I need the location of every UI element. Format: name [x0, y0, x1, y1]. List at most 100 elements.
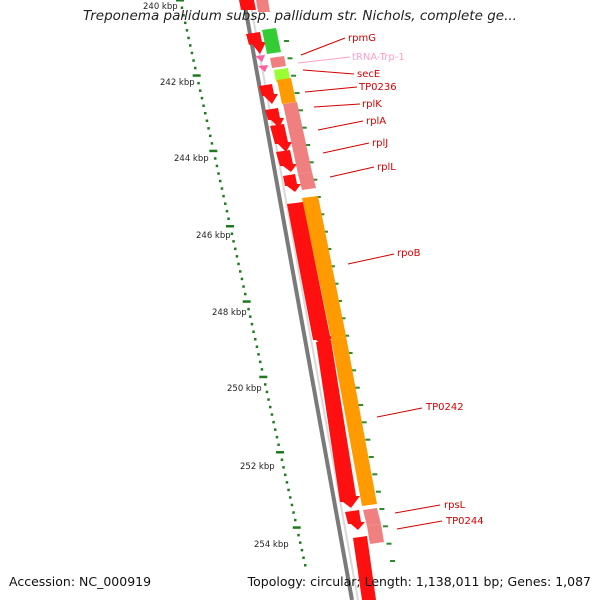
genome-backbone	[241, 0, 354, 600]
inner-ruler-tick	[312, 178, 318, 181]
ruler-minor-tick	[287, 488, 290, 492]
ruler-minor-tick	[267, 398, 270, 401]
cds-top	[239, 0, 256, 10]
inner-ruler-tick	[340, 317, 346, 320]
ruler-major-tick	[192, 74, 201, 77]
gene-label-rplK: rplK	[362, 99, 382, 110]
ruler-minor-tick	[235, 255, 239, 258]
inner-ruler-tick	[365, 438, 371, 441]
callout-rpmG	[300, 37, 346, 56]
ruler-minor-tick	[289, 496, 292, 499]
inner-ruler-ticks	[284, 40, 395, 562]
inner-ruler-tick	[375, 490, 381, 493]
ruler-minor-tick	[302, 556, 305, 559]
callout-rplA	[317, 120, 364, 131]
ruler-minor-tick	[254, 338, 257, 341]
scale-ticks	[176, 0, 307, 567]
cds-rpoB	[287, 202, 334, 346]
cds-rplL	[283, 174, 301, 192]
ruler-minor-tick	[294, 518, 297, 522]
inner-ruler-tick	[301, 126, 307, 129]
ruler-minor-tick	[217, 172, 220, 175]
ruler-major-tick	[209, 149, 218, 153]
gene-label-TP0242: TP0242	[425, 402, 464, 413]
gene-label-TP0244: TP0244	[445, 516, 484, 527]
callout-rpsL	[394, 504, 441, 514]
inner-ruler-tick	[386, 542, 392, 545]
feature-rpoB	[302, 196, 346, 338]
inner-ruler-tick	[333, 282, 339, 285]
inner-ruler-tick	[294, 92, 300, 94]
ruler-minor-tick	[249, 315, 252, 318]
ruler-minor-tick	[232, 240, 235, 243]
inner-ruler-tick	[298, 109, 304, 112]
ruler-minor-tick	[185, 29, 189, 32]
ruler-minor-tick	[187, 36, 190, 40]
ruler-minor-tick	[304, 564, 307, 567]
ruler-minor-tick	[265, 390, 269, 394]
ruler-minor-tick	[192, 59, 195, 62]
feature-rplL	[298, 172, 316, 190]
ruler-minor-tick	[180, 6, 184, 9]
ruler-minor-tick	[197, 81, 200, 85]
ruler-minor-tick	[247, 307, 250, 311]
gene-label-rplL: rplL	[377, 162, 396, 173]
inner-ruler-tick	[351, 369, 357, 372]
ruler-minor-tick	[184, 21, 187, 25]
ruler-minor-tick	[222, 194, 225, 198]
inner-ruler-tick	[305, 144, 311, 146]
ruler-minor-tick	[270, 413, 274, 416]
callout-rpoB	[347, 253, 395, 265]
inner-ruler-tick	[322, 230, 328, 233]
callout-rplK	[313, 103, 361, 108]
ruler-minor-tick	[272, 420, 275, 424]
ruler-minor-tick	[282, 466, 285, 469]
tick-label-244: 244 kbp	[174, 154, 209, 164]
tick-label-252: 252 kbp	[240, 462, 275, 472]
callout-TP0236	[304, 86, 358, 93]
inner-ruler-tick	[372, 473, 378, 476]
ruler-major-tick	[226, 225, 234, 228]
ruler-minor-tick	[284, 473, 287, 477]
ruler-minor-tick	[194, 66, 197, 70]
ruler-minor-tick	[205, 119, 209, 122]
callout-TP0244	[396, 520, 443, 530]
gene-label-rplJ: rplJ	[372, 138, 388, 149]
gene-callouts	[297, 37, 443, 530]
ruler-minor-tick	[264, 383, 267, 386]
cds-TP0242	[316, 340, 360, 508]
cds-TP0236	[259, 84, 278, 104]
inner-ruler-tick	[329, 265, 335, 268]
callout-secE	[302, 69, 355, 75]
inner-ruler-tick	[358, 404, 364, 406]
cds-rplJ	[276, 150, 297, 172]
ruler-minor-tick	[280, 458, 284, 461]
callout-rplJ	[322, 142, 370, 154]
inner-ruler-tick	[308, 161, 314, 164]
ruler-minor-tick	[190, 51, 194, 55]
ruler-minor-tick	[204, 112, 207, 115]
ruler-minor-tick	[240, 277, 244, 281]
ruler-minor-tick	[260, 368, 264, 371]
cds-rplA	[270, 124, 292, 152]
feature-TP0236	[277, 78, 296, 104]
ruler-minor-tick	[237, 262, 240, 266]
scale-labels: 240 kbp 242 kbp 244 kbp 246 kbp 248 kbp …	[143, 2, 289, 550]
tick-label-250: 250 kbp	[227, 384, 262, 394]
ruler-minor-tick	[290, 503, 294, 507]
inner-ruler-tick	[315, 196, 321, 198]
inner-ruler-tick	[337, 300, 342, 302]
ruler-minor-tick	[189, 44, 192, 47]
callout-tRNA	[297, 56, 351, 64]
feature-secE	[274, 68, 290, 82]
ruler-minor-tick	[244, 292, 247, 296]
tick-label-242: 242 kbp	[160, 78, 195, 88]
tick-label-254: 254 kbp	[254, 540, 289, 550]
ruler-major-tick	[242, 300, 251, 303]
ruler-major-tick	[292, 526, 301, 529]
ruler-minor-tick	[274, 428, 277, 431]
ruler-minor-tick	[255, 345, 259, 348]
cds-secE-marker	[258, 65, 268, 72]
ruler-minor-tick	[299, 541, 302, 544]
ruler-minor-tick	[215, 164, 219, 168]
